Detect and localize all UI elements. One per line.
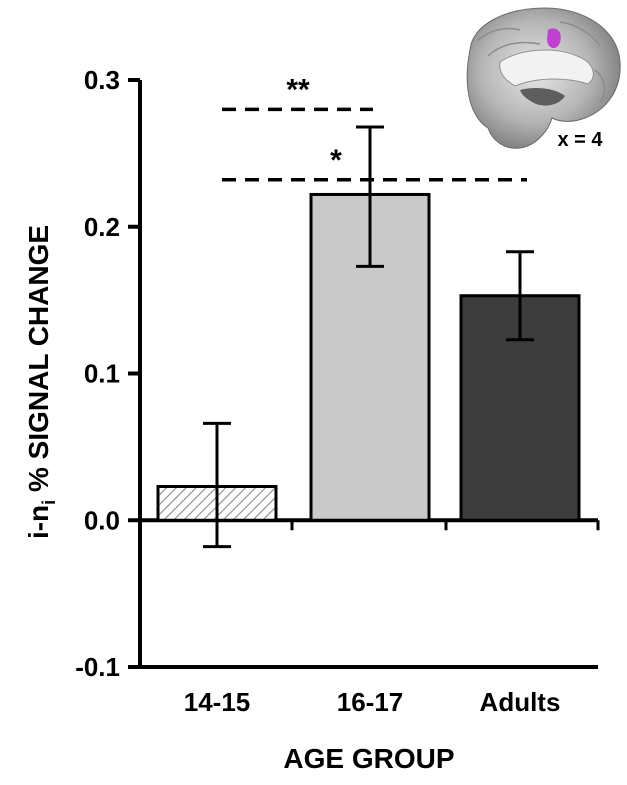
y-tick-label: 0.1 [84,359,120,389]
category-label: Adults [480,687,561,717]
category-label: 14-15 [184,687,251,717]
y-axis-title: i-ni % SIGNAL CHANGE [23,225,59,539]
y-ticks: -0.1 0.0 0.1 0.2 0.3 [75,65,600,682]
x-axis-title: AGE GROUP [283,743,454,774]
error-bars [203,125,534,549]
y-tick-label: 0.3 [84,65,120,95]
y-tick-label: 0.0 [84,505,120,535]
significance-label: ** [286,73,310,106]
significance-markers: *** [222,73,527,182]
y-tick-label: 0.2 [84,212,120,242]
y-axis-title-main: i-n [23,505,54,539]
category-label: 16-17 [337,687,404,717]
inset-label: x = 4 [557,129,603,151]
y-axis-title-subscript: i [39,500,59,505]
significance-label: * [330,144,342,177]
y-tick-label: -0.1 [75,652,120,682]
y-axis-title-rest: % SIGNAL CHANGE [23,225,54,500]
brain-sagittal-icon [466,7,621,149]
category-labels: 14-15 16-17 Adults [184,687,561,717]
